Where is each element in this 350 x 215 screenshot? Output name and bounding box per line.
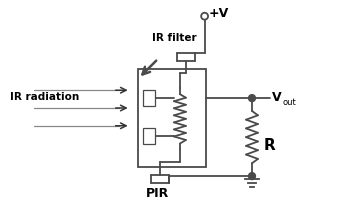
Bar	[144, 128, 155, 144]
Text: V: V	[272, 91, 281, 104]
Bar	[139, 69, 205, 167]
Circle shape	[248, 95, 256, 101]
Text: out: out	[282, 98, 296, 107]
Circle shape	[201, 13, 208, 20]
Bar	[144, 90, 155, 106]
Text: IR radiation: IR radiation	[10, 92, 79, 102]
Text: +V: +V	[209, 7, 229, 20]
Circle shape	[248, 173, 256, 180]
Text: PIR: PIR	[146, 187, 169, 200]
Text: IR filter: IR filter	[152, 33, 197, 43]
Text: R: R	[264, 138, 275, 152]
